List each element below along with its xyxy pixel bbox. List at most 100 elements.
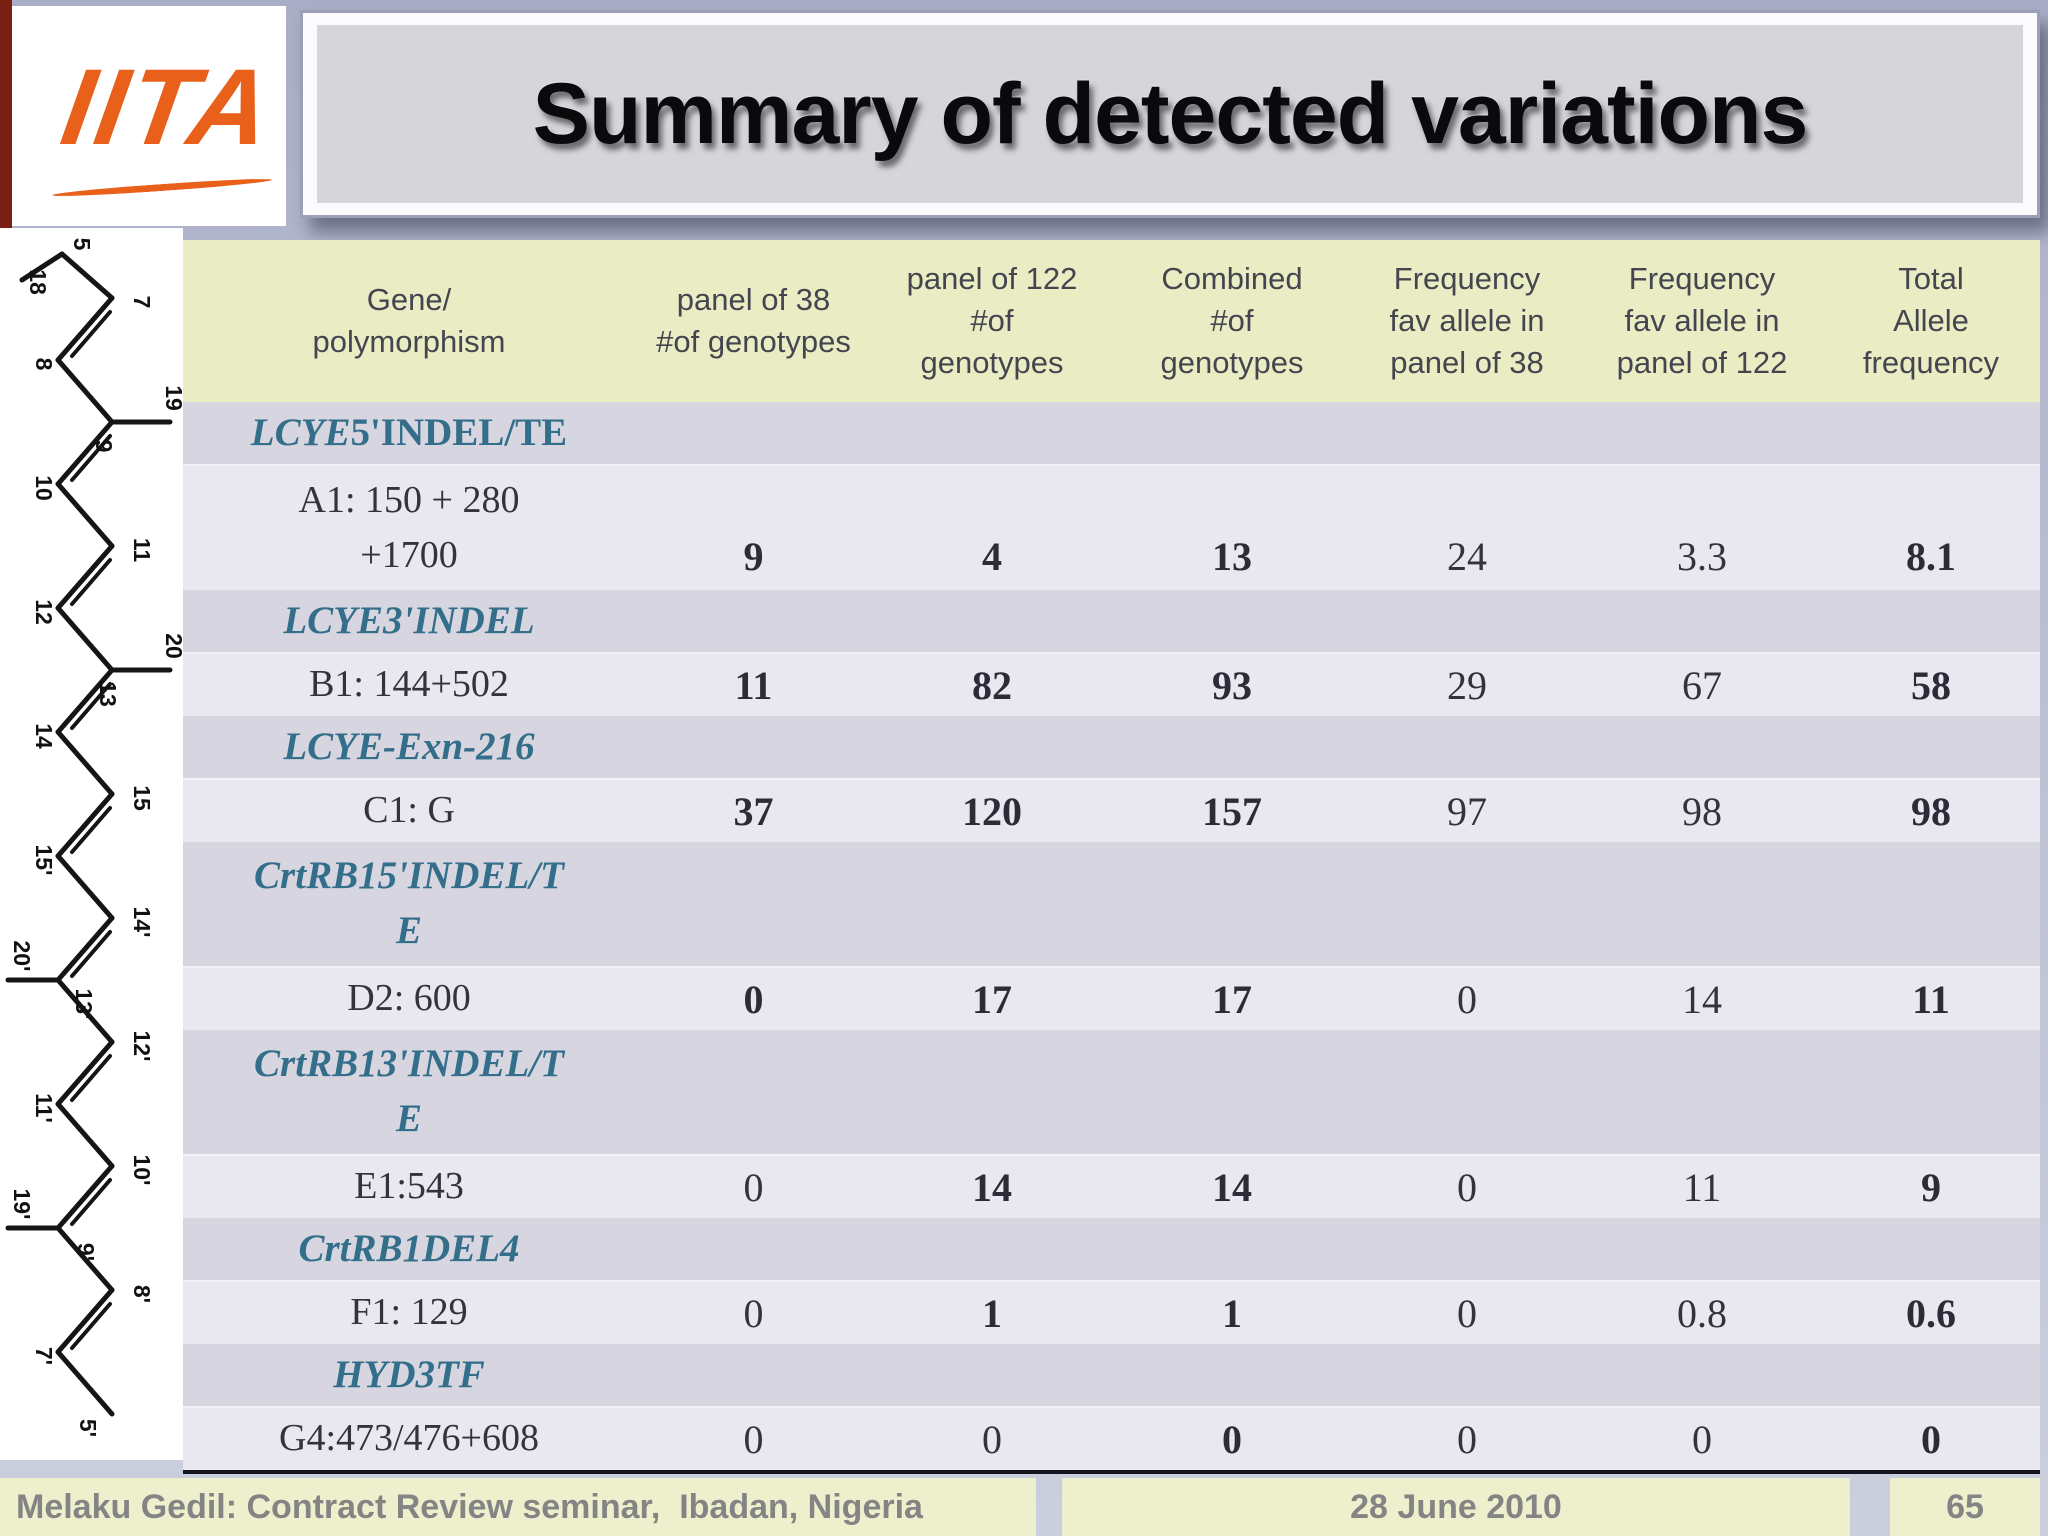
gene-label: LCYE3'INDEL: [283, 598, 535, 642]
header-panel-122: panel of 122 #of genotypes: [906, 261, 1078, 380]
slide-edge-sliver: [0, 0, 12, 230]
gene-row-crtrb1-3indel: CrtRB13'INDEL/T E: [183, 1030, 2040, 1154]
atom-label: 5: [69, 238, 95, 251]
data-row-d2: D2: 600 0 17 17 0 14 11: [183, 966, 2040, 1030]
data-row-f1: F1: 129 0 1 1 0 0.8 0.6: [183, 1280, 2040, 1344]
data-row-e1: E1:543 0 14 14 0 11 9: [183, 1154, 2040, 1218]
iita-logo-text: IITA: [54, 46, 282, 167]
value-cell: 97: [1447, 788, 1487, 834]
data-row-g4: G4:473/476+608 0 0 0 0 0 0: [183, 1406, 2040, 1470]
gene-row-lcye5indel: LCYE 5'INDEL/TE: [183, 402, 2040, 464]
value-cell: 17: [1212, 976, 1252, 1022]
value-cell: 4: [982, 534, 1002, 579]
gene-label: CrtRB15'INDEL/T E: [254, 854, 564, 952]
atom-label: 9': [73, 1243, 99, 1261]
value-cell: 37: [733, 788, 774, 834]
atom-label: 19': [9, 1188, 35, 1219]
value-cell: 98: [1911, 788, 1951, 834]
atom-label: 10: [31, 475, 57, 501]
value-cell: 14: [1682, 976, 1722, 1022]
summary-table: Gene/ polymorphism panel of 38 #of genot…: [183, 240, 2040, 1474]
value-cell: 11: [1912, 976, 1950, 1022]
gene-label: HYD3TF: [333, 1352, 485, 1396]
value-cell: 17: [972, 976, 1012, 1022]
row-label: C1: G: [363, 789, 455, 832]
value-cell: 11: [734, 662, 773, 708]
value-cell: 0: [1222, 1416, 1242, 1462]
value-cell: 0: [1457, 976, 1477, 1022]
row-label: E1:543: [354, 1165, 464, 1208]
gene-row-crtrb1-5indel: CrtRB15'INDEL/T E: [183, 842, 2040, 966]
row-label: G4:473/476+608: [279, 1417, 539, 1460]
value-cell: 11: [1682, 1164, 1722, 1210]
value-cell: 0.8: [1677, 1290, 1727, 1336]
value-cell: 82: [972, 662, 1012, 708]
atom-label: 13: [95, 681, 121, 707]
footer-author-text: Melaku Gedil: Contract Review seminar, I…: [16, 1487, 923, 1526]
value-cell: 58: [1911, 662, 1951, 708]
value-cell: 14: [972, 1164, 1012, 1210]
value-cell: 120: [962, 788, 1022, 834]
value-cell: 24: [1447, 534, 1487, 579]
value-cell: 1: [982, 1290, 1002, 1336]
value-cell: 98: [1682, 788, 1722, 834]
atom-label: 7': [31, 1347, 57, 1365]
table-header-row: Gene/ polymorphism panel of 38 #of genot…: [183, 240, 2040, 402]
value-cell: 0: [1457, 1416, 1477, 1462]
gene-row-crtrb1del4: CrtRB1DEL4: [183, 1218, 2040, 1280]
gene-label: LCYE-Exn-216: [283, 724, 535, 768]
data-row-a1: A1: 150 + 280 +1700 9 4 13 24 3.3 8.1: [183, 464, 2040, 590]
row-label: B1: 144+502: [309, 663, 509, 706]
atom-label: 7: [129, 296, 155, 309]
data-row-c1: C1: G 37 120 157 97 98 98: [183, 778, 2040, 842]
value-cell: 3.3: [1677, 534, 1727, 579]
atom-label: 14': [129, 906, 155, 937]
row-label: D2: 600: [347, 977, 471, 1020]
footer-author: Melaku Gedil: Contract Review seminar, I…: [0, 1478, 1036, 1536]
atom-label: 15: [129, 785, 155, 811]
gene-label: CrtRB1DEL4: [298, 1226, 520, 1270]
value-cell: 0: [1692, 1416, 1712, 1462]
atom-label: 9: [91, 440, 117, 453]
value-cell: 0: [1457, 1290, 1477, 1336]
row-label: A1: 150 + 280 +1700: [298, 478, 520, 576]
header-gene-polymorphism: Gene/ polymorphism: [312, 282, 506, 359]
row-label: F1: 129: [350, 1291, 468, 1334]
atom-label: 11: [129, 538, 155, 563]
value-cell: 1: [1222, 1290, 1242, 1336]
page-title: Summary of detected variations: [532, 65, 1809, 162]
value-cell: 0: [743, 976, 764, 1022]
gene-row-lcye3indel: LCYE3'INDEL: [183, 590, 2040, 652]
value-cell: 8.1: [1906, 534, 1956, 579]
title-banner: Summary of detected variations: [300, 10, 2040, 218]
atom-label: 10': [129, 1154, 155, 1185]
atom-label: 8': [129, 1285, 155, 1303]
value-cell: 29: [1447, 662, 1487, 708]
carotenoid-structure-image: 5 18 7 8 9 19 10 11 12 13 20 14 15 15' 1…: [0, 228, 183, 1460]
value-cell: 13: [1212, 534, 1252, 579]
title-banner-bevel: Summary of detected variations: [303, 13, 2037, 215]
gene-row-lcye-exn-216: LCYE-Exn-216: [183, 716, 2040, 778]
atom-label: 13': [71, 988, 97, 1019]
atom-label: 14: [31, 723, 57, 749]
atom-label: 18: [25, 269, 51, 295]
value-cell: 9: [1921, 1164, 1941, 1210]
value-cell: 14: [1212, 1164, 1252, 1210]
data-row-b1: B1: 144+502 11 82 93 29 67 58: [183, 652, 2040, 716]
footer-date: 28 June 2010: [1062, 1478, 1850, 1536]
atom-label: 8: [31, 358, 57, 371]
value-cell: 9: [743, 534, 764, 579]
value-cell: 67: [1682, 662, 1722, 708]
value-cell: 0: [982, 1416, 1002, 1462]
value-cell: 0: [1921, 1416, 1941, 1462]
footer-page-number: 65: [1890, 1478, 2040, 1536]
value-cell: 0: [743, 1164, 764, 1210]
header-total-allele-freq: Total Allele frequency: [1862, 261, 2000, 380]
value-cell: 93: [1212, 662, 1252, 708]
footer-page-number-text: 65: [1946, 1487, 1984, 1526]
atom-label: 11': [31, 1093, 57, 1123]
iita-logo: IITA: [12, 6, 286, 226]
structure-svg: 5 18 7 8 9 19 10 11 12 13 20 14 15 15' 1…: [5, 238, 183, 1437]
value-cell: 0.6: [1906, 1290, 1956, 1336]
